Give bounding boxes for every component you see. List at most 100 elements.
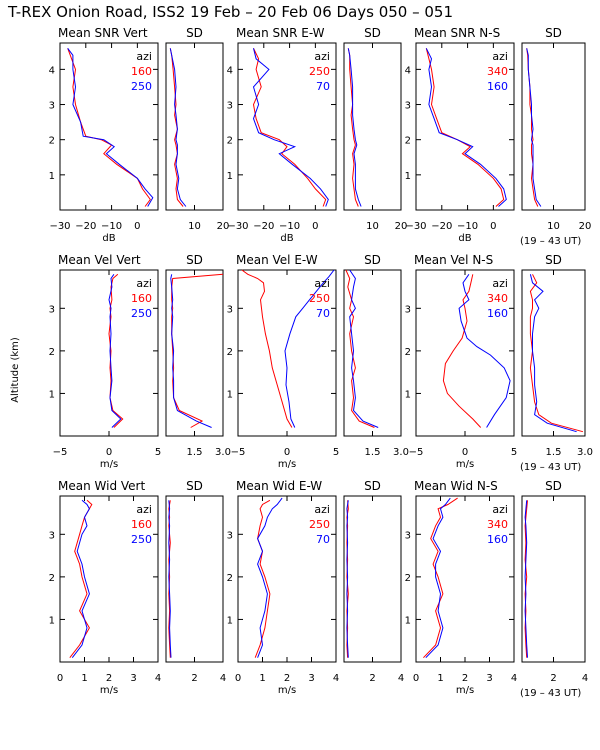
x-tick-label: −10 xyxy=(101,221,122,232)
y-tick-label: 2 xyxy=(405,573,411,584)
series-line-340 xyxy=(442,274,482,428)
panel-frame xyxy=(59,42,159,211)
panel-title: Mean Vel E-W xyxy=(236,253,318,267)
panel: SD 10 20 xyxy=(343,26,408,232)
legend-heading: azi xyxy=(492,277,508,290)
panel: Mean SNR Vert 1 2 3 4 −30 −20 −10 0 dB azi 160 250 xyxy=(49,26,159,244)
panel: Mean SNR N-S 1 2 3 4 −30 −20 −10 0 dB azi 340 160 xyxy=(405,26,515,244)
x-tick-label: 0 xyxy=(462,447,468,458)
legend-entry-blue: 250 xyxy=(131,533,152,546)
series-line-70 xyxy=(257,497,283,658)
panel-title: Mean Wid E-W xyxy=(236,479,322,493)
panel-title: SD xyxy=(545,479,562,493)
x-tick-label: −30 xyxy=(405,221,426,232)
panel-frame xyxy=(165,269,224,437)
panel-title: SD xyxy=(545,253,562,267)
panel: Mean Vel E-W 1 2 3 −5 0 5 m/s azi 250 70 xyxy=(227,253,340,470)
ut-note-row-3: (19 – 43 UT) xyxy=(520,688,581,699)
series-line-160 xyxy=(171,273,224,428)
panel: SD 1.5 3.0 xyxy=(165,253,231,458)
series-line-70 xyxy=(252,48,329,207)
legend-heading: azi xyxy=(314,50,330,63)
series-line-160 xyxy=(69,499,93,659)
x-tick-label: 10 xyxy=(188,221,201,232)
x-tick-label: 0 xyxy=(57,673,63,684)
x-axis-unit: m/s xyxy=(278,685,296,696)
panel: SD 2 4 xyxy=(343,479,404,684)
x-tick-label: 3.0 xyxy=(215,447,231,458)
legend-entry-red: 250 xyxy=(309,292,330,305)
x-tick-label: −5 xyxy=(231,447,246,458)
x-tick-label: 0 xyxy=(106,447,112,458)
x-axis-unit: m/s xyxy=(456,685,474,696)
x-tick-label: 1.5 xyxy=(187,447,203,458)
panel-title: SD xyxy=(364,479,381,493)
x-tick-label: 0 xyxy=(134,221,140,232)
x-tick-label: 0 xyxy=(490,221,496,232)
panel-title: Mean Wid Vert xyxy=(58,479,145,493)
y-tick-label: 1 xyxy=(49,171,55,182)
y-tick-label: 1 xyxy=(227,171,233,182)
y-tick-label: 2 xyxy=(49,573,55,584)
x-tick-label: 3.0 xyxy=(577,447,593,458)
panel-title: SD xyxy=(186,253,203,267)
series-line-340 xyxy=(529,274,584,433)
panel-title: SD xyxy=(186,26,203,40)
y-tick-label: 3 xyxy=(227,101,233,112)
x-tick-label: 3.0 xyxy=(393,447,409,458)
panel-title: SD xyxy=(545,26,562,40)
panel-frame xyxy=(521,495,586,663)
x-tick-label: 0 xyxy=(284,447,290,458)
series-line-70 xyxy=(346,500,349,658)
x-axis-unit: dB xyxy=(102,233,115,244)
panel-title: SD xyxy=(364,253,381,267)
y-tick-label: 2 xyxy=(227,136,233,147)
x-tick-label: −30 xyxy=(227,221,248,232)
y-tick-label: 4 xyxy=(227,65,233,76)
x-tick-label: 4 xyxy=(155,673,161,684)
series-line-160 xyxy=(425,48,507,207)
y-tick-label: 3 xyxy=(49,101,55,112)
legend-heading: azi xyxy=(492,50,508,63)
legend-entry-blue: 160 xyxy=(487,80,508,93)
series-line-70 xyxy=(347,48,362,207)
legend-entry-red: 250 xyxy=(309,518,330,531)
x-tick-label: 4 xyxy=(398,673,404,684)
series-line-340 xyxy=(423,497,458,659)
x-tick-label: 20 xyxy=(579,221,592,232)
legend-heading: azi xyxy=(136,503,152,516)
panel-title: SD xyxy=(364,26,381,40)
x-tick-label: 3 xyxy=(130,673,136,684)
x-tick-label: 5 xyxy=(333,447,339,458)
legend-heading: azi xyxy=(136,50,152,63)
x-tick-label: 20 xyxy=(395,221,408,232)
series-line-160 xyxy=(524,500,528,658)
x-axis-unit: m/s xyxy=(456,459,474,470)
series-line-160 xyxy=(425,497,451,659)
y-tick-label: 4 xyxy=(405,65,411,76)
series-line-250 xyxy=(168,500,172,658)
series-line-250 xyxy=(169,48,187,207)
x-tick-label: 10 xyxy=(366,221,379,232)
x-tick-label: 0 xyxy=(235,673,241,684)
legend-heading: azi xyxy=(314,277,330,290)
x-tick-label: 1 xyxy=(259,673,265,684)
x-tick-label: −20 xyxy=(431,221,452,232)
ut-note-row-1: (19 – 43 UT) xyxy=(520,236,581,247)
ut-note-row-2: (19 – 43 UT) xyxy=(520,462,581,473)
panel-frame xyxy=(237,42,337,211)
panel-title: SD xyxy=(186,479,203,493)
series-line-250 xyxy=(347,48,359,207)
legend-entry-red: 160 xyxy=(131,292,152,305)
series-line-250 xyxy=(71,499,90,659)
series-line-70 xyxy=(284,269,335,428)
legend-heading: azi xyxy=(314,503,330,516)
panel: SD 2 4 xyxy=(165,479,226,684)
y-tick-label: 3 xyxy=(405,101,411,112)
x-tick-label: 4 xyxy=(511,673,517,684)
x-tick-label: 1.5 xyxy=(546,447,562,458)
legend-entry-blue: 70 xyxy=(316,533,330,546)
legend-heading: azi xyxy=(136,277,152,290)
